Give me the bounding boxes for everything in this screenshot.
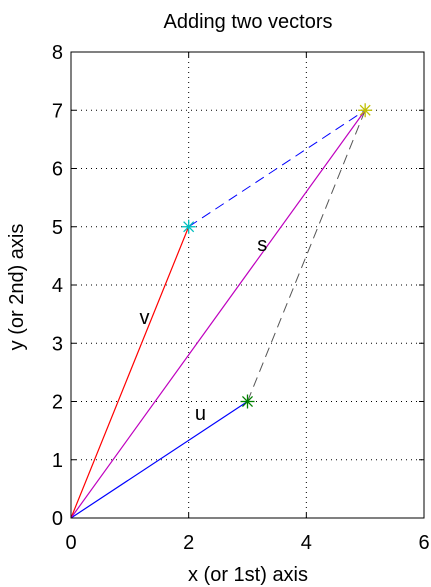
y-tick-label: 6 [52,159,63,181]
chart-title: Adding two vectors [164,11,333,33]
x-tick-label: 0 [65,532,76,554]
point-markers [181,103,373,409]
dashed-segment [188,109,366,228]
y-tick-label: 8 [52,42,63,64]
y-tick-label: 4 [52,275,63,297]
asterisk-marker [181,219,196,234]
vector-v-label: v [140,307,150,329]
asterisk-marker [358,103,373,118]
y-tick-label: 7 [52,100,63,122]
x-tick-label: 2 [183,532,194,554]
y-tick-label: 1 [52,450,63,472]
y-tick-label: 5 [52,217,63,239]
vector-u-line [70,400,248,519]
vector-s-label: s [257,234,267,256]
marker-stroke [183,221,195,233]
marker-stroke [359,104,371,116]
y-tick-label: 2 [52,392,63,414]
x-tick-label: 4 [301,532,312,554]
vector-u-label: u [195,403,206,425]
y-axis-label: y (or 2nd) axis [6,224,28,351]
vector-s-line [70,109,366,519]
x-tick-label: 6 [418,532,429,554]
axis-ticks: 0 2 4 6 0 1 2 3 4 5 6 7 8 [52,42,430,554]
asterisk-marker [240,394,255,409]
vector-v-line [70,226,190,519]
dashed-segment [247,110,366,402]
marker-stroke [242,396,253,407]
y-tick-label: 3 [52,333,63,355]
grid-lines [71,52,424,518]
vector-lines [70,109,366,519]
vector-labels: u v s [140,234,268,425]
y-tick-label: 0 [52,508,63,530]
x-axis-label: x (or 1st) axis [188,564,308,586]
